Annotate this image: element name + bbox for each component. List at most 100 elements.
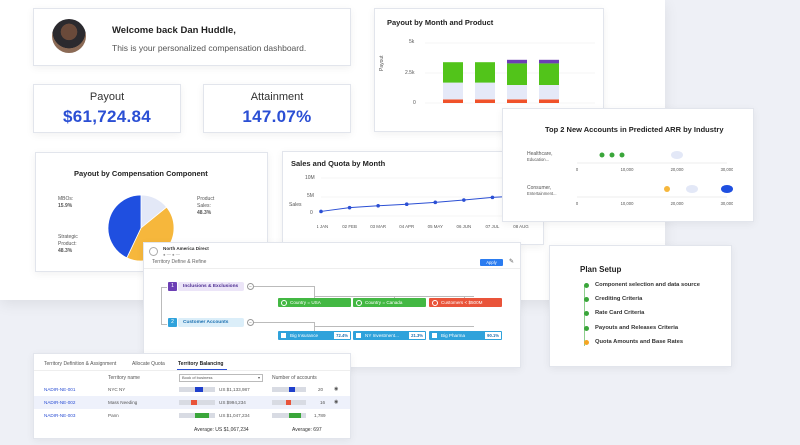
table-row[interactable]: NADIR-NE-003 Pann US $1,047,234 1,789 [44, 413, 326, 418]
step-1-collapse-icon[interactable]: − [247, 283, 254, 290]
flow-subtitle: Territory Define & Refine [152, 259, 207, 265]
tab-allocate-quota[interactable]: Allocate Quota [132, 361, 165, 367]
bar-segment [507, 59, 527, 64]
step-1-pill[interactable]: Inclusions & Exclusions [178, 282, 244, 291]
arr-industry-card: Top 2 New Accounts in Predicted ARR by I… [502, 108, 754, 222]
filter-chip-customers[interactable]: Customers < $500M [429, 298, 502, 307]
average-amount: Average: US $1,067,234 [194, 427, 249, 433]
sales-quota-card: Sales and Quota by Month 10M 5M Sales 0 … [282, 151, 544, 245]
plan-step[interactable]: Rate Card Criteria [584, 310, 644, 316]
average-accounts: Average: 697 [292, 427, 322, 433]
minus-icon [432, 299, 438, 306]
building-icon [281, 333, 286, 338]
column-header: Territory name [108, 375, 140, 381]
account-chip[interactable]: NY Investment... 21.3% [353, 331, 426, 340]
data-point [721, 185, 733, 193]
sales-quota-chart: 01 JAN 02 FEB 03 MAR 04 APR 05 MAY 06 JUN 07 J… [317, 177, 529, 229]
chart-title: Payout by Month and Product [387, 18, 494, 27]
flow-connector [314, 286, 315, 302]
bar-segment [507, 63, 527, 85]
active-tab-underline [177, 369, 227, 371]
balance-bar-fill [289, 413, 301, 418]
bar-segment [443, 99, 463, 103]
x-tick-label: 20,000 [671, 201, 684, 206]
x-tick-label: 04 APR [399, 224, 414, 229]
data-point [404, 202, 409, 207]
x-tick-label: 03 MAR [370, 224, 386, 229]
check-icon [356, 299, 362, 306]
data-point [490, 195, 495, 200]
pie-label-product-sales: Product Sales: 48.3% [197, 196, 215, 216]
welcome-card: Welcome back Dan Huddle, This is your pe… [33, 8, 351, 66]
territory-flow-card: North America Direct ● — ● — Territory D… [143, 242, 521, 368]
header-divider [144, 268, 520, 269]
plan-steps: Component selection and data source Cred… [584, 282, 725, 362]
balance-bar-fill [191, 400, 197, 405]
bar-segment [475, 62, 495, 83]
plan-step[interactable]: Payouts and Releases Criteria [584, 325, 678, 331]
chevron-down-icon: ▾ [257, 375, 260, 380]
bar-segment [475, 82, 495, 100]
balance-bar-fill [195, 413, 209, 418]
y-tick: 2.5k [405, 70, 415, 76]
arr-scatter-chart: 0 10,000 20,000 30,000 0 10,000 20,000 30,000 [576, 151, 733, 206]
step-2-collapse-icon[interactable]: − [247, 319, 254, 326]
eye-icon[interactable]: ◉ [334, 386, 339, 392]
building-icon [356, 333, 361, 338]
building-icon [432, 333, 437, 338]
step-1-badge: 1 [168, 282, 177, 291]
x-tick-label: 06 JUN [457, 224, 472, 229]
attainment-value: 147.07% [242, 107, 312, 126]
pie-label-mbos: MBOs: 15.9% [58, 196, 74, 209]
region-icon [149, 247, 158, 256]
edit-icon[interactable]: ✎ [509, 259, 515, 265]
step-status-dot [584, 340, 589, 345]
step-2-pill[interactable]: Customer Accounts [178, 318, 244, 327]
filter-chip-canada[interactable]: Country = Canada [353, 298, 426, 307]
x-tick-label: 10,000 [621, 167, 634, 172]
bar-segment [539, 59, 559, 64]
metric-dropdown[interactable]: Book of business ▾ [179, 374, 263, 382]
flow-connector [254, 322, 314, 323]
attainment-card: Attainment 147.07% [203, 84, 351, 133]
data-point [376, 203, 380, 208]
flow-connector [314, 326, 474, 327]
data-point [319, 209, 323, 214]
data-point [686, 185, 698, 193]
y-axis-label: Sales [289, 202, 302, 208]
data-point [347, 205, 352, 210]
data-point [462, 198, 466, 202]
row-label: Consumer, Entertainment... [527, 185, 557, 196]
payout-by-month-chart [425, 42, 595, 104]
account-chip[interactable]: Big Pharma 90.1% [429, 331, 502, 340]
apply-button[interactable]: Apply [480, 259, 503, 266]
bar-segment [539, 63, 559, 85]
eye-icon[interactable]: ◉ [334, 399, 339, 405]
tab-territory-balancing[interactable]: Territory Balancing [178, 361, 224, 367]
payout-by-month-card: Payout by Month and Product Payout 5k 2.… [374, 8, 604, 132]
plan-step[interactable]: Component selection and data source [584, 282, 700, 288]
territory-balancing-card: Territory Definition & Assignment Alloca… [33, 353, 351, 439]
table-row[interactable]: NADIR-NE-002 Mass Needing US $994,234 16… [34, 396, 350, 409]
sales-line [320, 195, 522, 212]
plan-step[interactable]: Quota Amounts and Base Rates [584, 339, 683, 345]
tab-territory-definition[interactable]: Territory Definition & Assignment [44, 361, 117, 367]
balance-bar [179, 400, 215, 405]
balance-bar-fill [195, 387, 203, 392]
bar-segment [443, 82, 463, 100]
tabs-divider [34, 370, 350, 371]
y-tick: 5M [307, 193, 314, 199]
region-title: North America Direct [163, 246, 209, 251]
x-tick-label: 07 JUL [485, 224, 499, 229]
x-tick-label: 05 MAY [428, 224, 443, 229]
table-row[interactable]: NADIR-NE-001 NYC NY US $1,133,987 20 ◉ [44, 386, 339, 392]
filter-chip-usa[interactable]: Country = USA [278, 298, 351, 307]
x-tick-label: 0 [576, 201, 579, 206]
bar-segment [507, 99, 527, 103]
plan-step[interactable]: Crediting Criteria [584, 296, 642, 302]
x-tick-label: 20,000 [671, 167, 684, 172]
step-status-dot [584, 311, 589, 316]
account-chip[interactable]: Big Insurance 72.4% [278, 331, 351, 340]
data-point [619, 152, 625, 158]
step-2-label: Customer Accounts [183, 320, 229, 325]
